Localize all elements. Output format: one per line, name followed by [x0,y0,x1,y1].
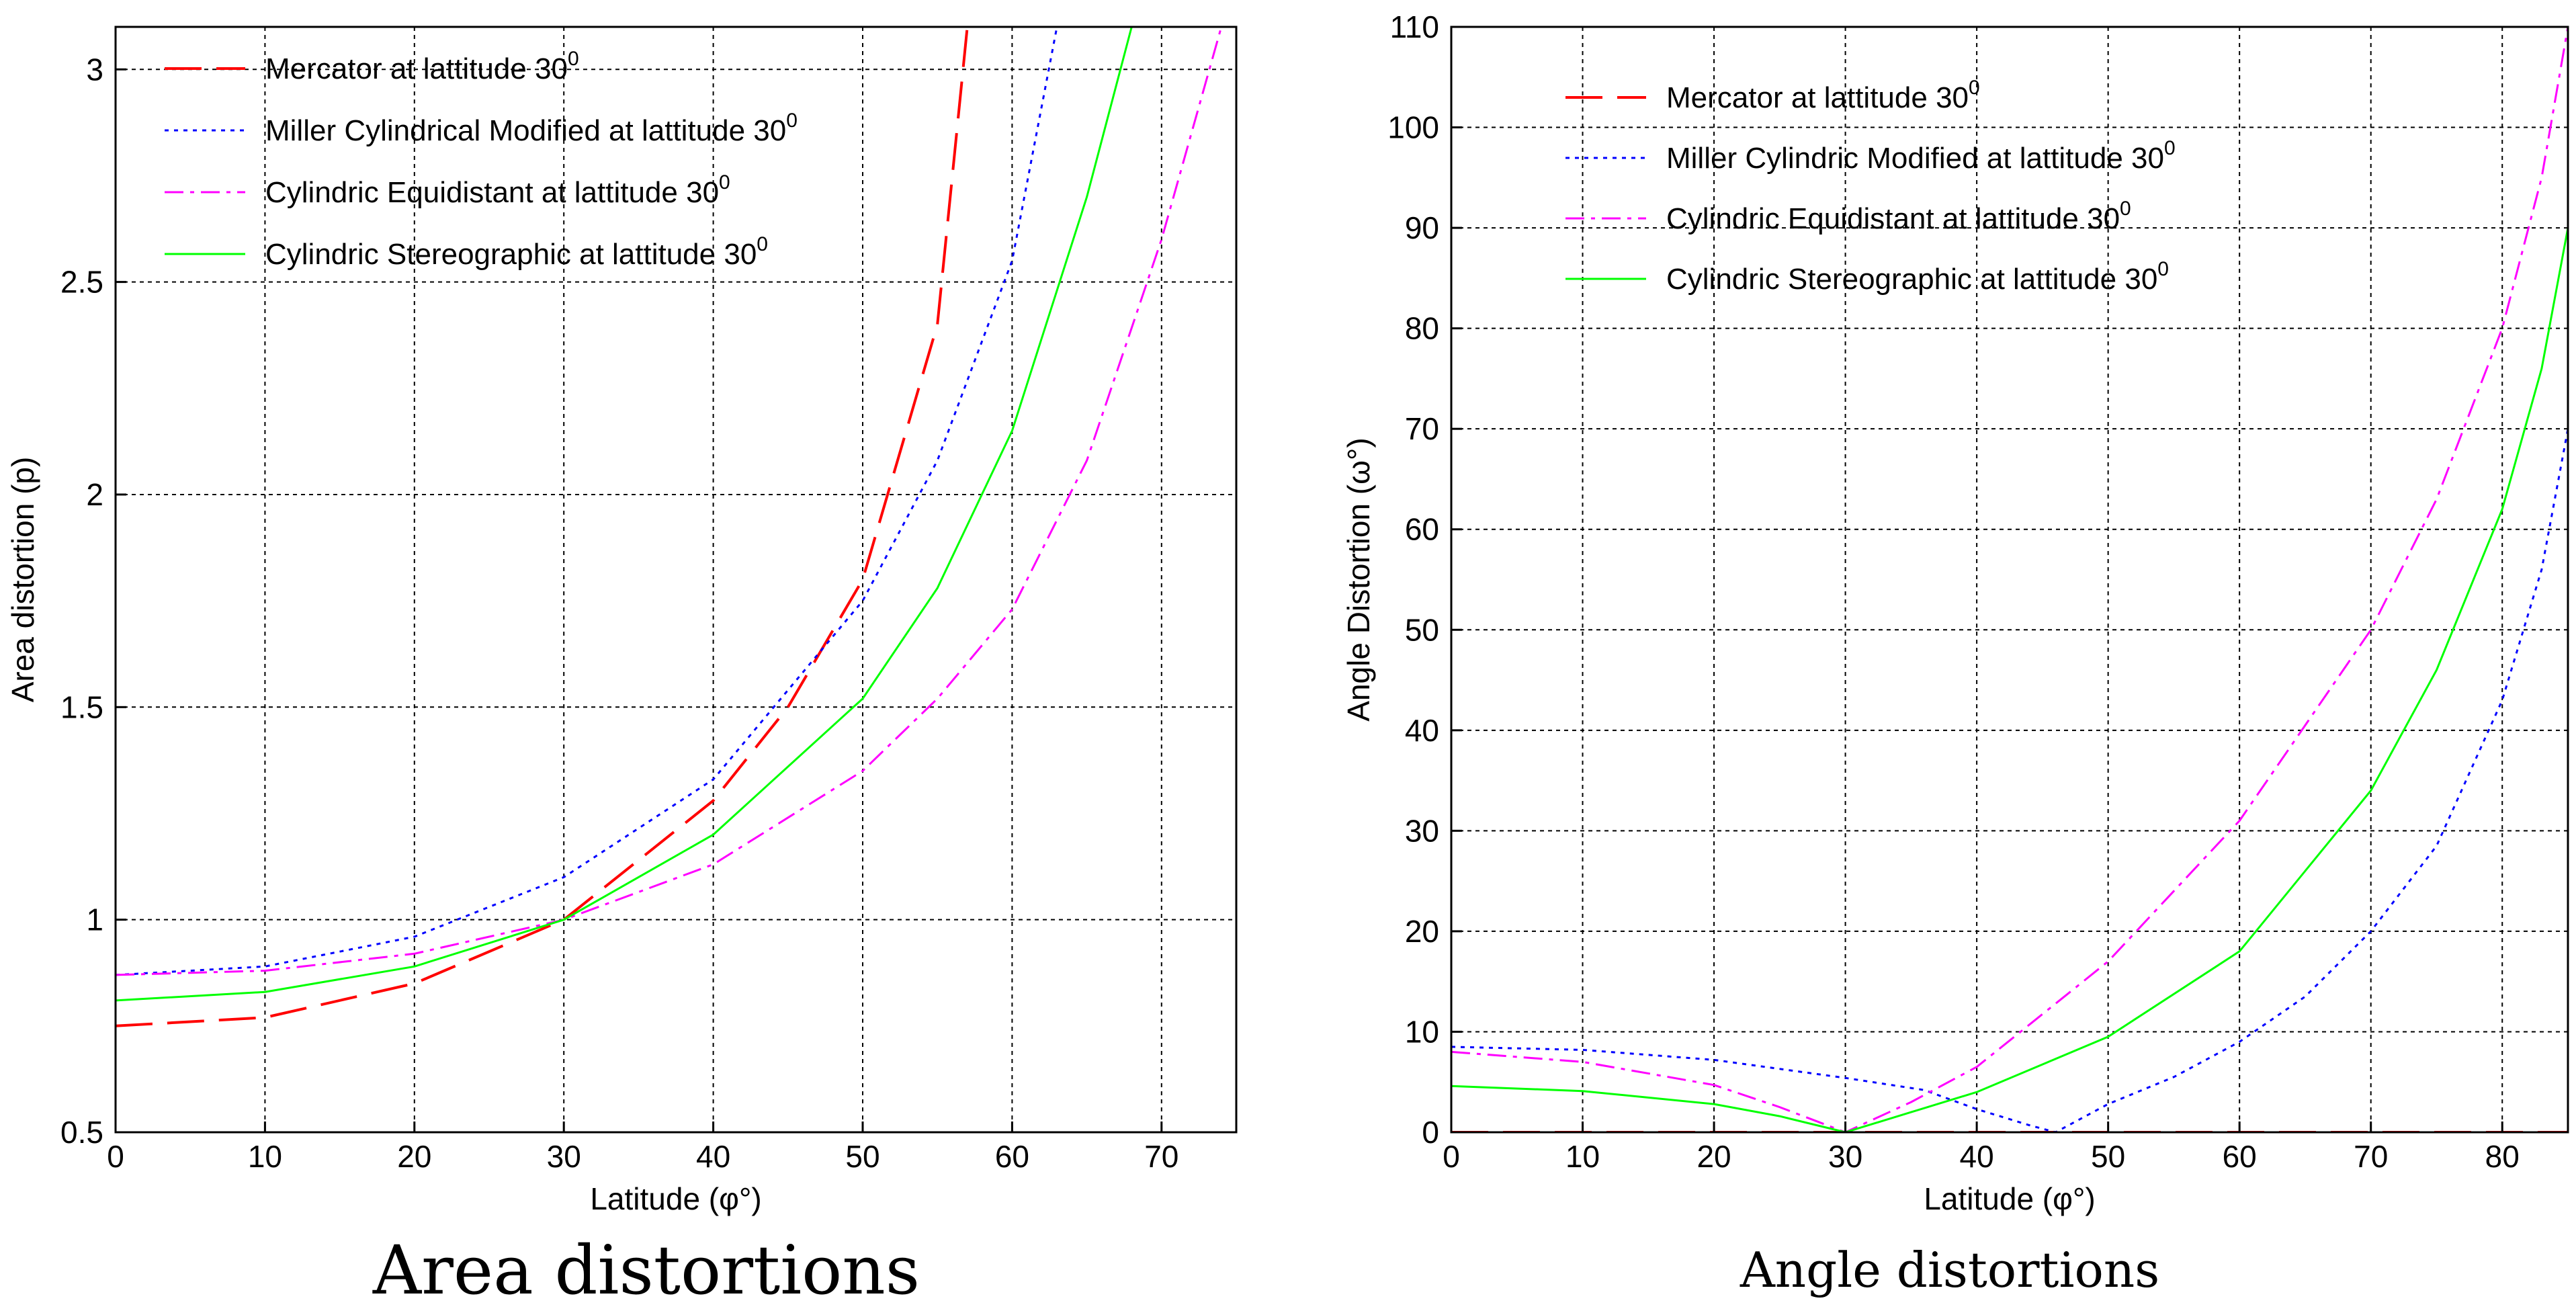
series-line-3 [1451,227,2568,1132]
y-tick-label: 40 [1405,713,1439,748]
legend-entry: Miller Cylindric Modified at lattitude 3… [1666,137,2176,175]
x-tick-label: 30 [1828,1139,1862,1174]
series-line-2 [1451,27,2568,1132]
x-tick-label: 20 [1697,1139,1731,1174]
angle-chart-caption: Angle distortions [1740,1242,2159,1298]
plot-frame [1450,26,2569,1134]
legend-entry: Miller Cylindrical Modified at lattitude… [265,110,798,147]
series-line-0 [116,27,969,1027]
legend-entry: Mercator at lattitude 300 [265,48,579,85]
y-tick-label: 60 [1405,512,1439,547]
x-tick-label: 50 [845,1139,879,1174]
y-tick-label: 50 [1405,612,1439,647]
series-line-2 [116,27,1223,976]
series-line-1 [116,27,1058,976]
x-tick-label: 70 [2354,1139,2388,1174]
y-tick-label: 80 [1405,311,1439,346]
y-tick-label: 10 [1405,1014,1439,1049]
series-line-3 [116,27,1133,1002]
y-tick-label: 1.5 [60,689,103,724]
x-tick-label: 60 [2223,1139,2257,1174]
y-tick-label: 3 [86,52,103,87]
y-tick-label: 1 [86,902,103,937]
x-tick-label: 40 [1960,1139,1994,1174]
x-axis-label: Latitude (φ°) [590,1181,761,1216]
plot-frame [114,26,1238,1134]
x-tick-label: 20 [397,1139,431,1174]
y-tick-label: 0 [1422,1115,1439,1150]
area-distortion-chart: 0 10 20 30 40 50 60 70 0.5 1 1.5 2 2.5 3 Latitude (φ°)… [5,26,1238,1216]
x-tick-label: 0 [1443,1139,1460,1174]
x-tick-label: 10 [1565,1139,1600,1174]
y-tick-label: 2 [86,477,103,512]
x-axis-label: Latitude (φ°) [1924,1181,2095,1216]
x-tick-label: 40 [696,1139,730,1174]
y-axis-label: Area distortion (p) [5,457,40,703]
x-tick-label: 70 [1144,1139,1178,1174]
y-tick-label: 90 [1405,210,1439,245]
x-tick-label: 0 [107,1139,124,1174]
legend-entry: Mercator at lattitude 300 [1666,77,1980,114]
x-tick-label: 30 [547,1139,581,1174]
x-tick-label: 10 [248,1139,282,1174]
y-tick-label: 20 [1405,914,1439,949]
y-tick-label: 2.5 [60,265,103,300]
series-line-1 [1451,428,2568,1132]
x-tick-label: 80 [2485,1139,2520,1174]
y-tick-label: 70 [1405,411,1439,446]
y-tick-label: 110 [1390,9,1439,44]
x-tick-label: 60 [995,1139,1029,1174]
y-axis-label: Angle Distortion (ω°) [1341,437,1376,721]
x-tick-label: 50 [2091,1139,2125,1174]
angle-distortion-chart: 0 10 20 30 40 50 60 70 80 0 10 20 30 40 50 60 70 80 90 100 1… [1341,9,2569,1216]
y-tick-label: 30 [1405,813,1439,848]
y-tick-label: 0.5 [60,1115,103,1150]
legend-entry: Cylindric Equidistant at lattitude 300 [265,171,730,209]
area-chart-caption: Area distortions [372,1231,920,1310]
legend-entry: Cylindric Stereographic at lattitude 300 [265,233,768,271]
y-tick-label: 100 [1387,110,1439,145]
legend-entry: Cylindric Stereographic at lattitude 300 [1666,258,2169,296]
legend-entry: Cylindric Equidistant at lattitude 300 [1666,198,2131,235]
